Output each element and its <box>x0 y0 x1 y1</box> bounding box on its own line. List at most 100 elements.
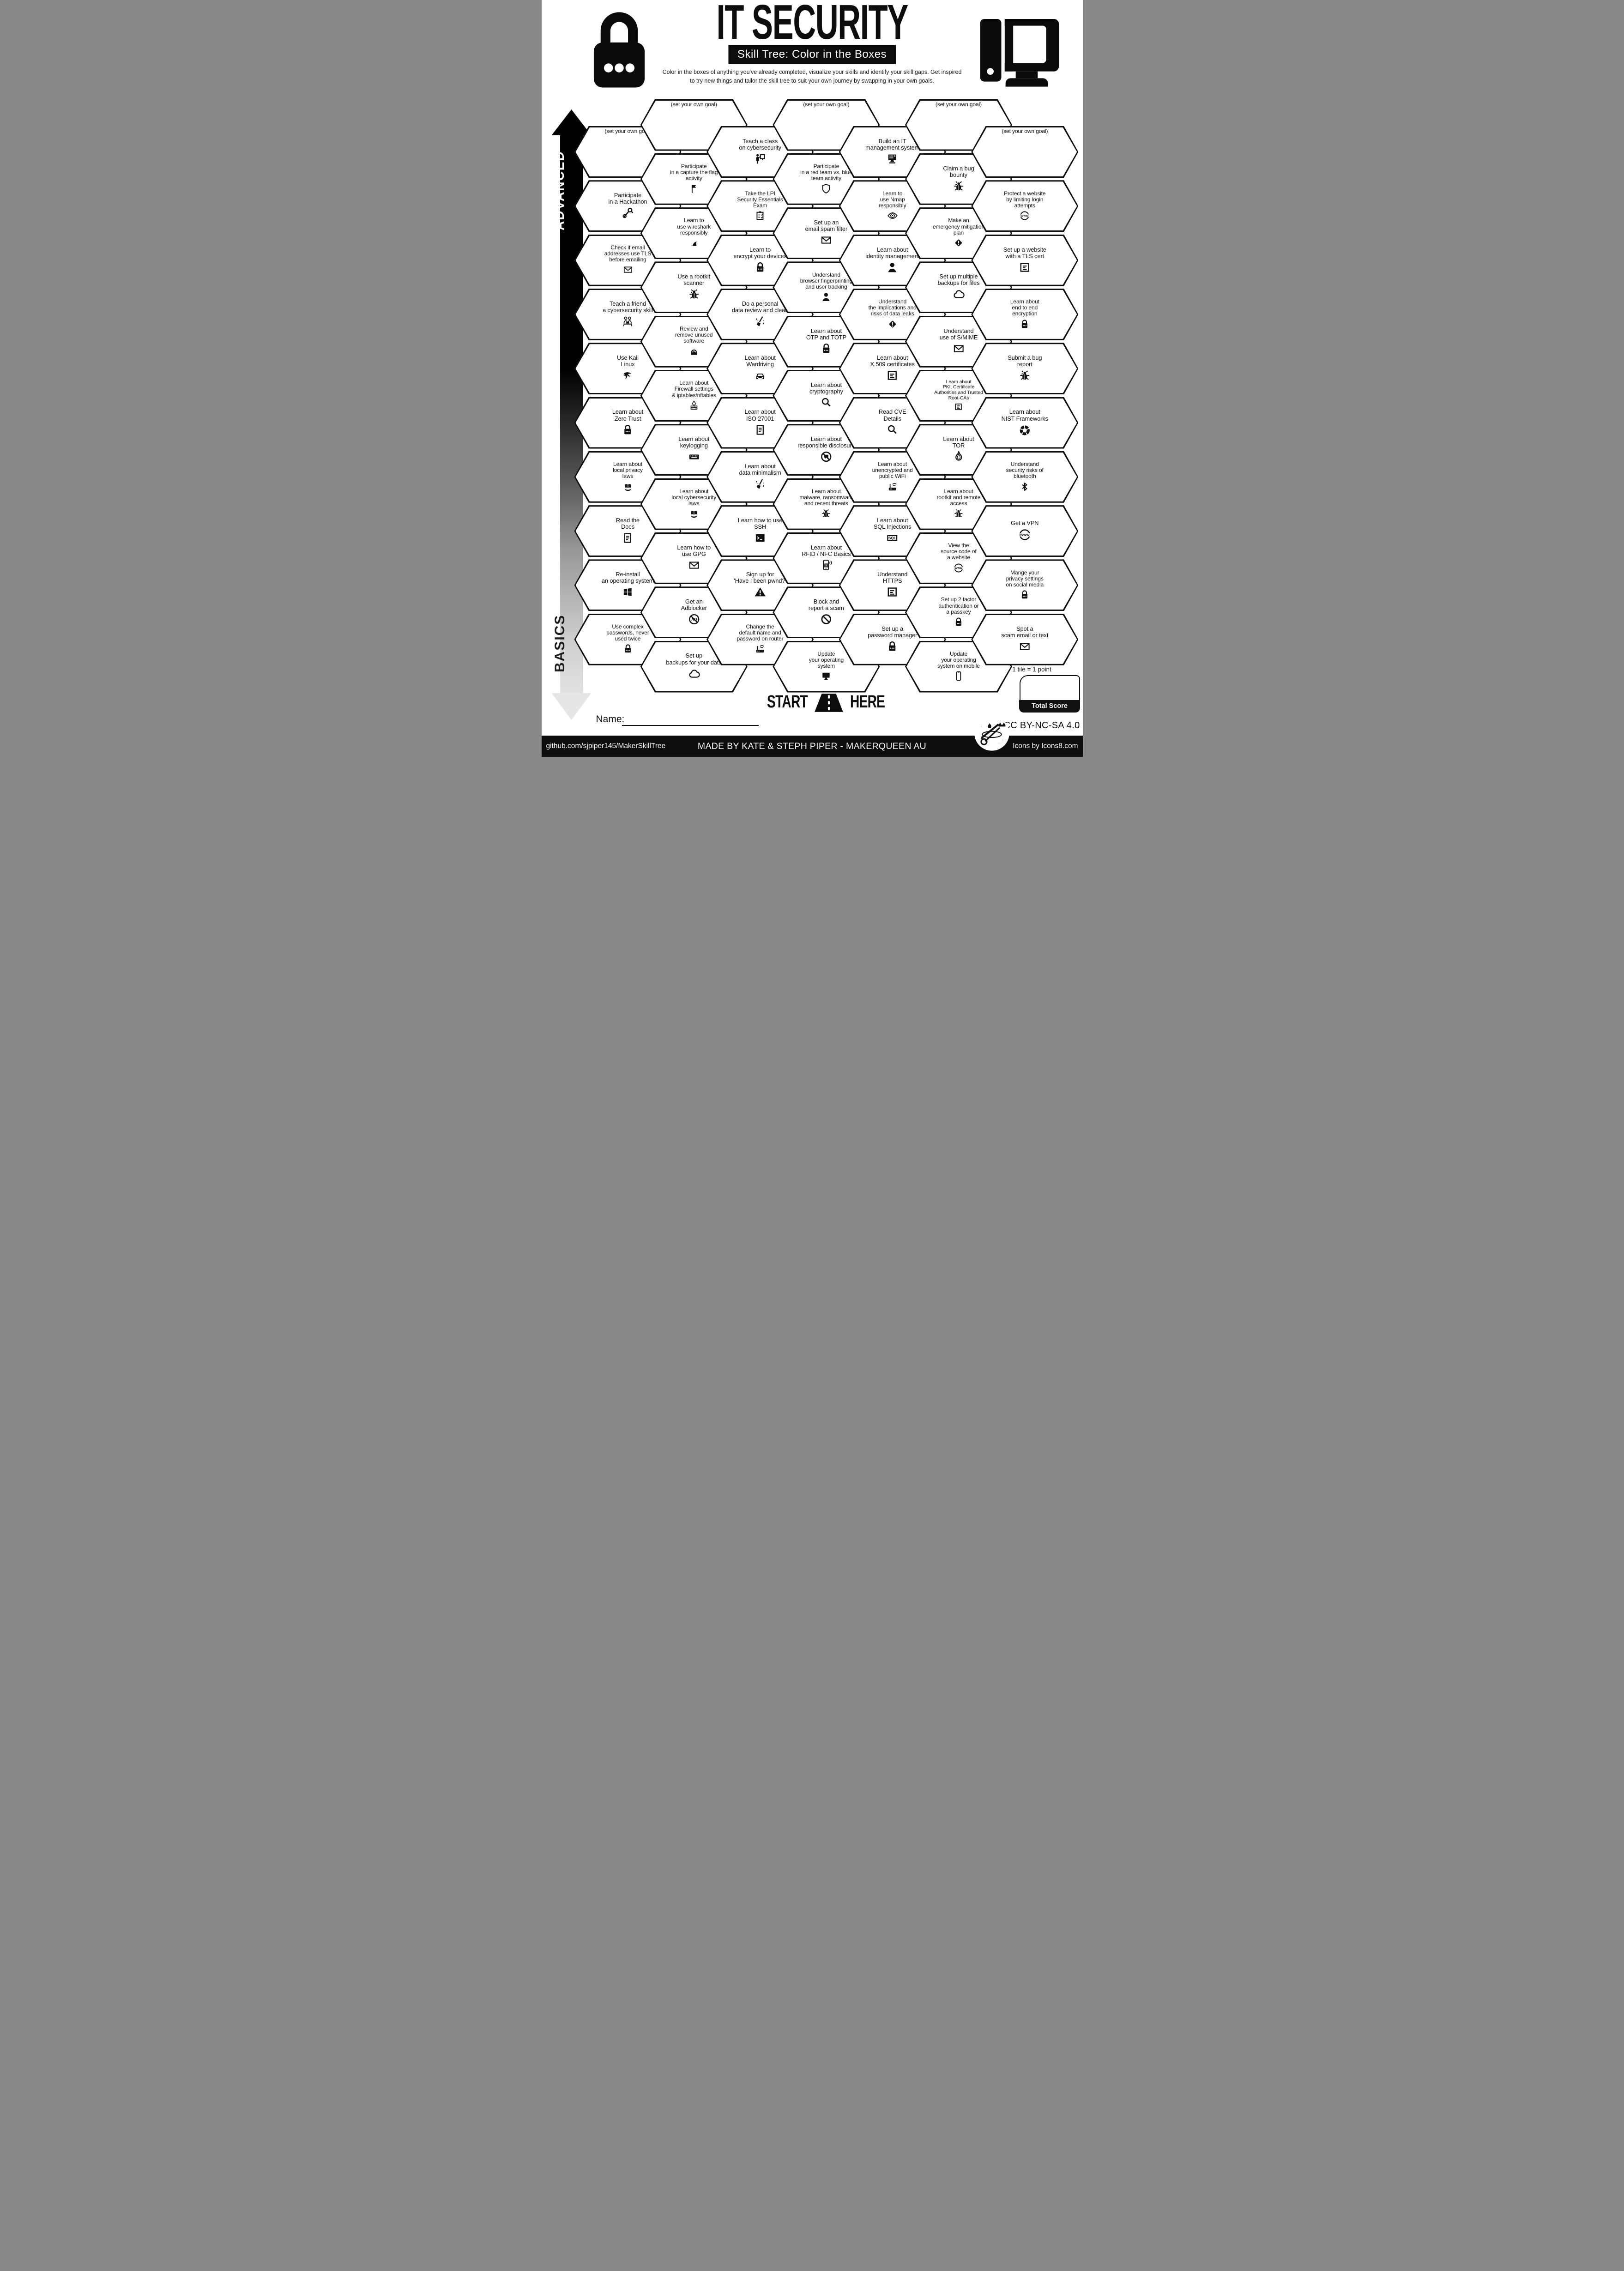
hex-label: Read CVE Details <box>878 408 906 422</box>
footer-icons-credit: Icons by Icons8.com <box>1013 742 1078 750</box>
hex-label: Read the Docs <box>616 517 640 531</box>
router-icon <box>886 481 900 493</box>
person-icon <box>884 260 900 274</box>
terminal-icon <box>752 531 768 545</box>
lock-icon <box>1018 589 1032 601</box>
nochat-icon <box>818 450 834 464</box>
car-icon <box>752 368 768 382</box>
computer-icon <box>884 152 900 166</box>
hex-label: Use complex passwords, never used twice <box>606 623 649 642</box>
arrow-down-icon <box>551 693 592 720</box>
doc-icon <box>620 531 636 545</box>
hex-get-a-vpn[interactable]: Get a VPN www <box>971 505 1079 557</box>
bug-icon <box>951 179 967 193</box>
hex-submit-a-bug-report[interactable]: Submit a bug report <box>971 343 1079 395</box>
gauge-icon <box>687 345 701 357</box>
total-score-label: Total Score <box>1019 700 1080 713</box>
firewall-icon <box>687 399 701 411</box>
hex-label: Use a rootkit scanner <box>677 273 711 287</box>
hex-label: Use Kali Linux <box>617 354 639 368</box>
hex-label: Check if email addresses use TLS before … <box>604 244 652 263</box>
lock-icon <box>620 423 636 437</box>
hex-label: Teach a friend a cybersecurity skill <box>603 300 653 314</box>
lock-icon <box>884 640 900 653</box>
hex-spot-a-scam-email-or-text[interactable]: Spot a scam email or text <box>971 613 1079 665</box>
hex-label: Understand HTTPS <box>877 571 908 585</box>
hex-learn-about-nist-frameworks[interactable]: Learn about NIST Frameworks <box>971 397 1079 449</box>
start-label: START <box>767 692 808 712</box>
sql-icon: SQL <box>884 531 900 545</box>
svg-text:www: www <box>1020 214 1029 217</box>
lock-icon <box>621 643 635 655</box>
hex-label: Learn how to use SSH <box>737 517 783 531</box>
presenter-icon <box>752 152 768 166</box>
hex-label: Understand use of S/MIME <box>939 327 978 341</box>
hex-label: Review and remove unused software <box>675 325 713 344</box>
hex-label: Understand browser fingerprinting and us… <box>800 271 852 290</box>
name-input-line[interactable] <box>622 725 759 726</box>
hex-label: Learn about Zero Trust <box>612 408 644 422</box>
road-icon <box>814 694 843 712</box>
hex-label: Learn about RFID / NFC Basics <box>802 544 851 557</box>
hex-label: (set your own goal) <box>935 101 982 108</box>
hex-label: Learn about cryptography <box>809 381 843 395</box>
person-icon <box>819 291 833 303</box>
cert-icon <box>884 585 900 599</box>
monitor-icon <box>819 670 833 682</box>
hex-label: Understand security risks of bluetooth <box>1006 461 1044 480</box>
hex-get-an-adblocker[interactable]: Get an AdblockerAD <box>640 586 748 639</box>
hex-label: Learn about PKI, Certificate Authorities… <box>934 379 983 401</box>
hex-label: Learn about data minimalism <box>739 462 781 476</box>
hex-label: Learn to use wireshark responsibly <box>677 217 711 236</box>
hex-label: Claim a bug bounty <box>943 164 974 178</box>
book-icon <box>687 507 701 519</box>
hex-label: Update your operating system <box>809 650 844 670</box>
bug-icon <box>952 507 966 519</box>
hex-set-up-2-factor-authentication-or-a-passkey[interactable]: Set up 2 factor authentication or a pass… <box>905 586 1012 639</box>
www-icon: www <box>952 562 966 574</box>
svg-text:SQL: SQL <box>888 536 896 540</box>
lock-icon <box>818 342 834 356</box>
hex-label: (set your own goal) <box>670 101 717 108</box>
hex-label: Sign up for 'Have I been pwnd?' <box>734 571 786 585</box>
hex-understand-security-risks-of-bluetooth[interactable]: Understand security risks of bluetooth <box>971 451 1079 503</box>
hex-label: Learn about local privacy laws <box>613 461 643 480</box>
hex-label: Re-install an operating system <box>601 571 654 585</box>
hex-label: Take the LPI Security Essentials Exam <box>737 190 783 209</box>
eye-icon <box>886 210 900 222</box>
hex-label: Learn about rootkit and remote access <box>936 488 981 507</box>
hex-label: Learn about OTP and TOTP <box>806 327 846 341</box>
tile-point-note: 1 tile = 1 point <box>1012 666 1051 673</box>
magnifier-icon <box>884 423 900 437</box>
no-icon <box>818 612 834 626</box>
hex-set-up-a-website-with-a-tls-cert[interactable]: Set up a website with a TLS cert <box>971 234 1079 286</box>
adblock-icon: AD <box>686 612 702 626</box>
hex-label: Change the default name and password on … <box>737 623 784 642</box>
phone-icon <box>952 670 966 682</box>
subtitle-text: Skill Tree: Color in the Boxes <box>737 48 887 60</box>
hex-mange-your-privacy-settings-on-social-media[interactable]: Mange your privacy settings on social me… <box>971 559 1079 611</box>
warning-icon <box>752 585 768 599</box>
hex-set-your-own-goal[interactable]: (set your own goal) <box>971 126 1079 178</box>
envelope-icon <box>818 233 834 247</box>
hex-label: Learn about X.509 certificates <box>870 354 915 368</box>
cert-icon <box>953 402 964 412</box>
total-score-box[interactable]: Total Score <box>1019 675 1080 713</box>
hex-label: Make an emergency mitigation plan <box>932 217 985 236</box>
hex-learn-about-keylogging[interactable]: Learn about keylogging <box>640 424 748 476</box>
hex-label: Learn about identity management <box>865 246 920 260</box>
makerqueen-crest-icon <box>974 716 1009 751</box>
flag-icon <box>687 183 701 195</box>
bug-icon <box>686 287 702 301</box>
hex-label: Get a VPN <box>1011 519 1039 527</box>
hex-label: Learn about ISO 27001 <box>744 408 776 422</box>
hex-label: Mange your privacy settings on social me… <box>1006 569 1044 588</box>
here-label: HERE <box>850 692 885 712</box>
hex-protect-a-website-by-limiting-login-attempts[interactable]: Protect a website by limiting login atte… <box>971 180 1079 232</box>
footer-repo-link: github.com/sjpiper145/MakerSkillTree <box>546 742 666 750</box>
hex-label: Build an IT management system <box>865 137 920 151</box>
license-text: CC BY-NC-SA 4.0 <box>1003 720 1080 731</box>
www-icon: www <box>1018 210 1032 222</box>
hex-learn-about-end-to-end-encryption[interactable]: Learn about end to end encryption <box>971 288 1079 340</box>
cert-icon <box>1017 260 1033 274</box>
